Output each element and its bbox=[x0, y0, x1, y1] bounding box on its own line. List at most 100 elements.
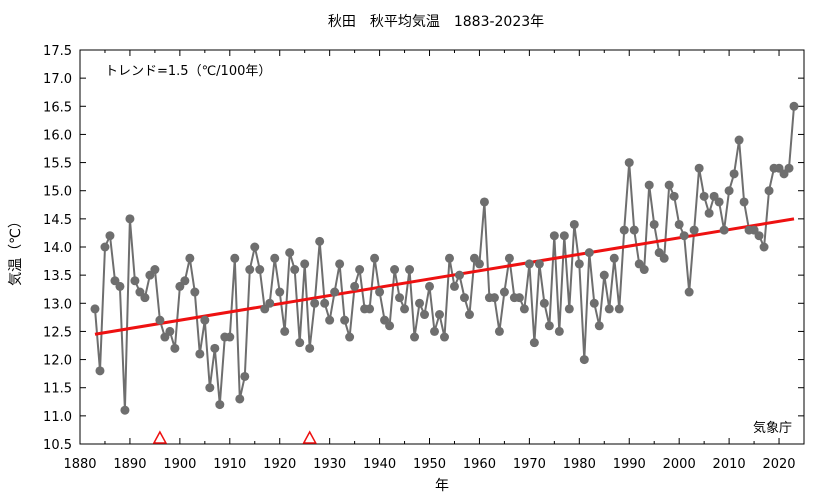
data-point bbox=[345, 332, 355, 342]
data-point bbox=[425, 281, 435, 291]
data-point bbox=[265, 298, 275, 308]
data-point bbox=[285, 248, 295, 258]
data-point bbox=[659, 253, 669, 263]
data-point bbox=[255, 265, 265, 275]
x-tick-label: 1990 bbox=[613, 457, 646, 472]
y-tick-label: 14.0 bbox=[43, 241, 72, 256]
data-point bbox=[400, 304, 410, 314]
data-point bbox=[210, 343, 220, 353]
marker-group bbox=[152, 430, 317, 444]
y-axis-label: 気温（℃） bbox=[8, 214, 24, 286]
data-point bbox=[724, 186, 734, 196]
data-point bbox=[579, 355, 589, 365]
data-point bbox=[439, 332, 449, 342]
data-point bbox=[105, 231, 115, 241]
x-tick-label: 1920 bbox=[263, 457, 296, 472]
data-point bbox=[559, 231, 569, 241]
temperature-series-line bbox=[94, 106, 795, 411]
data-point bbox=[459, 293, 469, 303]
station-change-marker bbox=[302, 430, 317, 444]
data-point bbox=[150, 265, 160, 275]
data-point bbox=[539, 298, 549, 308]
data-point bbox=[614, 304, 624, 314]
y-tick-label: 13.0 bbox=[43, 297, 72, 312]
data-point bbox=[739, 197, 749, 207]
data-point bbox=[524, 259, 534, 269]
data-point bbox=[215, 400, 225, 410]
data-point bbox=[489, 293, 499, 303]
data-point bbox=[594, 321, 604, 331]
data-point bbox=[719, 225, 729, 235]
data-point bbox=[649, 219, 659, 229]
data-point bbox=[504, 253, 514, 263]
data-point bbox=[140, 293, 150, 303]
data-point bbox=[300, 259, 310, 269]
x-tick-label: 2020 bbox=[762, 457, 795, 472]
data-point bbox=[310, 298, 320, 308]
x-axis-label: 年 bbox=[435, 478, 449, 494]
source-label: 気象庁 bbox=[753, 420, 792, 436]
data-point bbox=[410, 332, 420, 342]
y-tick-label: 17.0 bbox=[43, 72, 72, 87]
data-point bbox=[325, 315, 335, 325]
data-point bbox=[120, 405, 130, 415]
data-point bbox=[125, 214, 135, 224]
data-point bbox=[190, 287, 200, 297]
data-point bbox=[415, 298, 425, 308]
y-tick-label: 14.5 bbox=[43, 213, 72, 228]
data-point bbox=[115, 281, 125, 291]
data-point bbox=[435, 310, 445, 320]
data-point bbox=[684, 287, 694, 297]
data-point bbox=[624, 158, 634, 168]
data-point bbox=[225, 332, 235, 342]
data-point bbox=[250, 242, 260, 252]
data-point bbox=[599, 270, 609, 280]
data-point bbox=[290, 265, 300, 275]
y-tick-label: 11.5 bbox=[43, 382, 72, 397]
data-point bbox=[155, 315, 165, 325]
data-point bbox=[619, 225, 629, 235]
y-tick-label: 15.5 bbox=[43, 157, 72, 172]
x-tick-label: 1950 bbox=[413, 457, 446, 472]
data-point bbox=[519, 304, 529, 314]
data-point bbox=[454, 270, 464, 280]
data-point bbox=[544, 321, 554, 331]
data-point bbox=[714, 197, 724, 207]
data-point bbox=[444, 253, 454, 263]
x-tick-label: 1910 bbox=[213, 457, 246, 472]
data-point bbox=[474, 259, 484, 269]
data-point bbox=[320, 298, 330, 308]
data-point bbox=[569, 219, 579, 229]
data-point bbox=[734, 135, 744, 145]
y-axis: 10.5 11.0 11.5 12.0 12.5 13.0 13.5 14.0 14.5 15.0… bbox=[43, 44, 804, 453]
data-point bbox=[90, 304, 100, 314]
data-point bbox=[679, 231, 689, 241]
data-point bbox=[405, 265, 415, 275]
data-point bbox=[170, 343, 180, 353]
y-tick-label: 12.5 bbox=[43, 325, 72, 340]
data-point bbox=[644, 180, 654, 190]
data-point bbox=[335, 259, 345, 269]
data-point bbox=[449, 281, 459, 291]
data-point bbox=[704, 208, 714, 218]
data-point bbox=[534, 259, 544, 269]
data-point bbox=[350, 281, 360, 291]
x-tick-label: 2000 bbox=[663, 457, 696, 472]
station-change-marker bbox=[152, 430, 168, 444]
data-point bbox=[205, 383, 215, 393]
data-point bbox=[604, 304, 614, 314]
data-point bbox=[669, 191, 679, 201]
y-tick-label: 11.0 bbox=[43, 410, 72, 425]
data-point bbox=[764, 186, 774, 196]
data-point bbox=[315, 236, 325, 246]
data-point bbox=[529, 338, 539, 348]
x-axis: 1880 1890 1900 1910 1920 1930 1940 1950 1960 1970… bbox=[63, 50, 805, 472]
data-point bbox=[499, 287, 509, 297]
data-point bbox=[355, 265, 365, 275]
data-point bbox=[240, 371, 250, 381]
data-point bbox=[245, 265, 255, 275]
data-point bbox=[180, 276, 190, 286]
data-point bbox=[494, 326, 504, 336]
data-point bbox=[784, 163, 794, 173]
